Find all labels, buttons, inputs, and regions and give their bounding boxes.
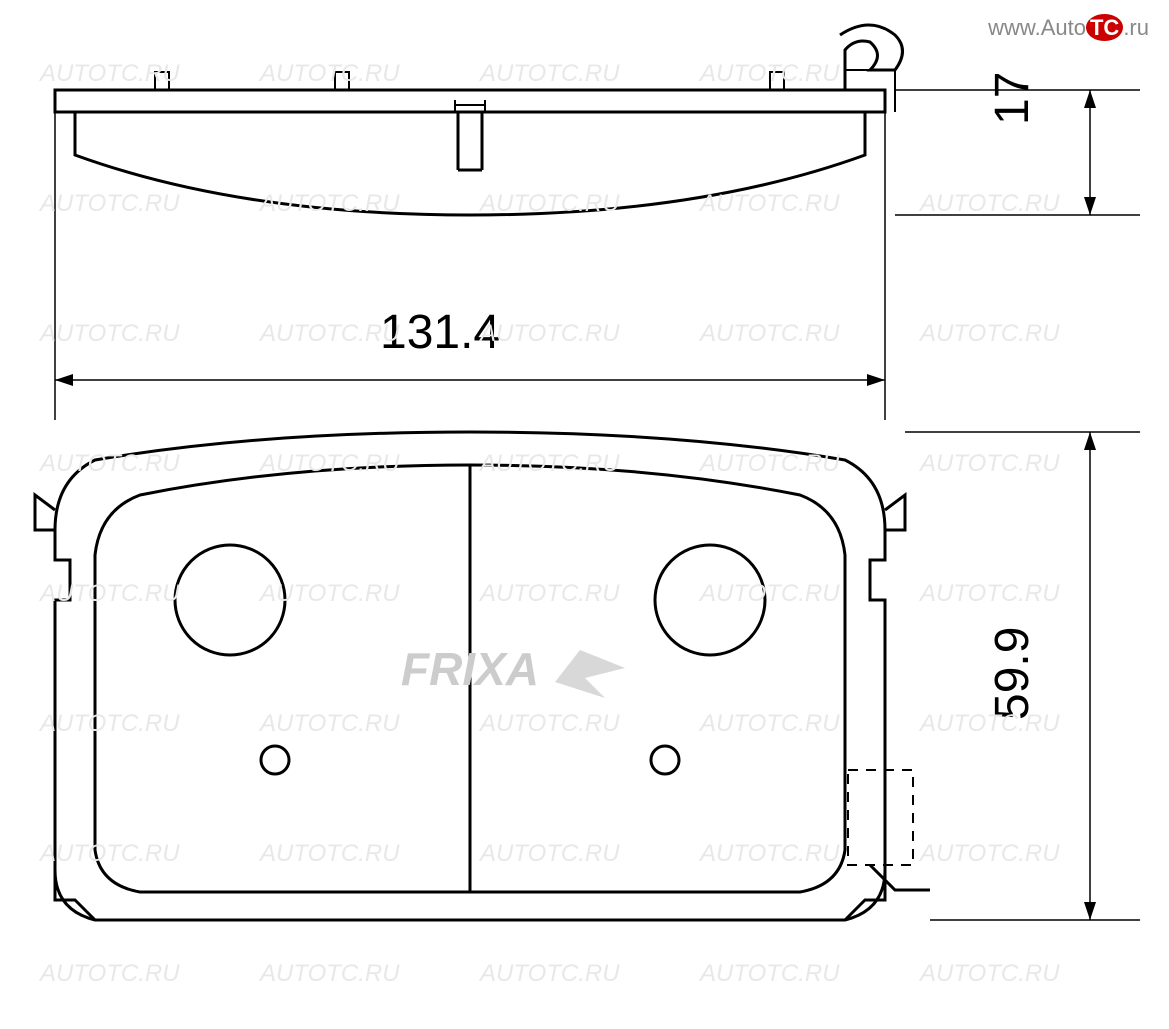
technical-drawing: FRIXA 131.4 17 59.9 www.AutoTC.ru AUTOTC… [0,0,1169,1024]
top-view [55,25,903,215]
height-label: 59.9 [985,627,1040,720]
brand-logo: FRIXA [401,643,625,698]
header-watermark: www.AutoTC.ru [988,15,1149,41]
width-label: 131.4 [380,305,500,360]
width-dimension [55,112,885,420]
drawing-svg: FRIXA [0,0,1169,1024]
brand-text: FRIXA [401,643,539,695]
thickness-label: 17 [985,72,1040,125]
